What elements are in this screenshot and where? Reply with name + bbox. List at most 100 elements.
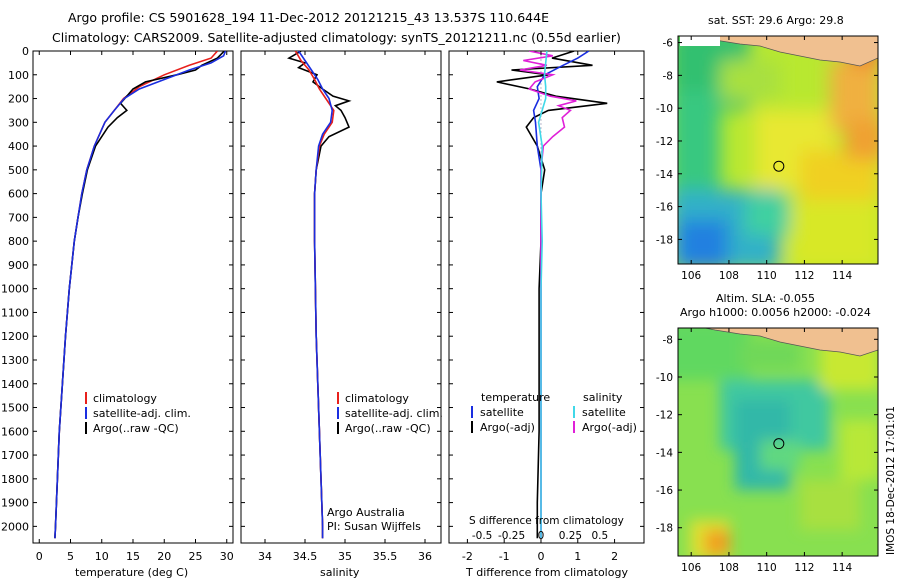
- legend-s-satellite: satellite: [582, 406, 626, 419]
- salinity-axis-label: salinity: [320, 566, 360, 579]
- series-line-s-satellite: [537, 51, 548, 539]
- map-x-tick-label: 106: [681, 562, 701, 574]
- depth-tick-label: 1300: [1, 354, 29, 367]
- map-y-tick-label: -8: [663, 334, 673, 346]
- imos-timestamp: IMOS 18-Dec-2012 17:01:01: [885, 406, 897, 555]
- difference-legend: temperature salinity satellite Argo(-adj…: [471, 391, 637, 434]
- s-difference-ticks: -0.5 -0.25 0 0.25 0.5: [472, 530, 608, 542]
- depth-tick-label: 1900: [1, 497, 29, 510]
- difference-plot-frame: [448, 50, 645, 544]
- x-tick-label: -2: [462, 550, 473, 563]
- temperature-legend: climatology satellite-adj. clim. Argo(..…: [85, 392, 191, 435]
- salinity-plot-frame: [240, 50, 442, 544]
- legend-header-temperature: temperature: [481, 391, 550, 404]
- salinity-series-group: [287, 51, 352, 539]
- depth-tick-label: 1200: [1, 330, 29, 343]
- series-line-climatology: [54, 51, 218, 539]
- x-tick-label: 30: [220, 550, 234, 563]
- depth-tick-label: 1400: [1, 378, 29, 391]
- depth-tick-label: 1600: [1, 425, 29, 438]
- depth-tick-label: 200: [8, 93, 29, 106]
- series-line-argo-raw-qc-: [54, 51, 225, 539]
- map-y-tick-label: -14: [656, 447, 673, 459]
- legend-climatology: climatology: [93, 392, 157, 405]
- series-line-satellite-adj-clim-: [297, 51, 334, 539]
- sla-map-ticks: 106 108 110 112 114 -8 -10 -12 -14 -16 -18: [656, 328, 878, 574]
- x-tick-label: 34: [258, 550, 272, 563]
- sla-argo-position-marker: [773, 438, 785, 450]
- sst-argo-position-marker: [773, 160, 785, 172]
- header-line2: Climatology: CARS2009. Satellite-adjuste…: [52, 30, 621, 45]
- sst-map-ticks: 106 108 110 112 114 -6 -8 -10 -12 -14 -16 -18: [656, 36, 878, 282]
- sla-map-field: [678, 328, 878, 556]
- series-line-argo-raw-qc-: [287, 51, 352, 539]
- s-difference-label: S difference from climatology: [469, 515, 624, 527]
- header-line1: Argo profile: CS 5901628_194 11-Dec-2012…: [68, 10, 549, 25]
- x-tick-label: 25: [189, 550, 203, 563]
- depth-tick-label: 1700: [1, 449, 29, 462]
- depth-tick-label: 100: [8, 69, 29, 82]
- depth-tick-label: 900: [8, 259, 29, 272]
- series-line-t-satellite: [532, 51, 590, 539]
- x-tick-label: 34.5: [293, 550, 318, 563]
- x-tick-label: 36: [418, 550, 432, 563]
- map-x-tick-label: 106: [681, 270, 701, 282]
- map-y-tick-label: -14: [656, 169, 673, 181]
- legend-header-salinity: salinity: [583, 391, 623, 404]
- map-x-tick-label: 110: [757, 270, 777, 282]
- legend-s-argo: Argo(-adj): [582, 421, 637, 434]
- t-difference-axis-label: T difference from climatology: [465, 566, 628, 579]
- depth-tick-label: 1000: [1, 283, 29, 296]
- depth-tick-label: 700: [8, 211, 29, 224]
- map-y-tick-label: -12: [656, 410, 673, 422]
- depth-tick-label: 1800: [1, 473, 29, 486]
- map-x-tick-label: 112: [794, 562, 814, 574]
- map-y-tick-label: -18: [656, 234, 673, 246]
- map-x-tick-label: 110: [757, 562, 777, 574]
- sla-map-frame: [677, 327, 879, 557]
- s-diff-tick-label: -0.5: [472, 530, 493, 542]
- s-diff-tick-label: 0: [538, 530, 545, 542]
- x-tick-label: -1: [499, 550, 510, 563]
- depth-tick-label: 800: [8, 235, 29, 248]
- x-tick-label: 2: [611, 550, 618, 563]
- map-y-tick-label: -10: [656, 372, 673, 384]
- legend-t-satellite: satellite: [480, 406, 524, 419]
- series-line-climatology: [294, 51, 335, 539]
- legend-argo-s: Argo(..raw -QC): [345, 422, 431, 435]
- series-line-t-argo-adj-: [496, 51, 608, 539]
- sst-map-title: sat. SST: 29.6 Argo: 29.8: [708, 14, 844, 27]
- map-x-tick-label: 114: [832, 562, 852, 574]
- map-x-tick-label: 114: [832, 270, 852, 282]
- salinity-legend: climatology satellite-adj. clim. Argo(..…: [337, 392, 443, 435]
- depth-tick-label: 1500: [1, 402, 29, 415]
- map-y-tick-label: -16: [656, 202, 673, 214]
- x-tick-label: 15: [126, 550, 140, 563]
- sst-map-frame: [677, 35, 879, 265]
- depth-tick-label: 500: [8, 164, 29, 177]
- map-y-tick-label: -6: [663, 38, 674, 50]
- axes-group: 0100200300400500600700800900100011001200…: [1, 45, 644, 563]
- s-diff-tick-label: 0.25: [559, 530, 582, 542]
- owner-annotation: Argo Australia: [327, 506, 405, 519]
- series-line-satellite-adj-clim-: [54, 51, 227, 539]
- x-tick-label: 35: [338, 550, 352, 563]
- depth-tick-label: 300: [8, 116, 29, 129]
- x-tick-label: 35.5: [373, 550, 398, 563]
- depth-tick-label: 0: [22, 45, 29, 58]
- temperature-plot-frame: [32, 50, 234, 544]
- temperature-axis-label: temperature (deg C): [75, 566, 188, 579]
- sla-map-subtitle: Argo h1000: 0.0056 h2000: -0.024: [680, 306, 871, 319]
- difference-series-group: [496, 51, 608, 543]
- legend-satellite-adj-s: satellite-adj. clim.: [345, 407, 443, 420]
- map-x-tick-label: 108: [719, 562, 739, 574]
- x-tick-label: 0: [36, 550, 43, 563]
- map-y-tick-label: -8: [663, 70, 673, 82]
- x-tick-label: 0: [537, 550, 544, 563]
- temperature-series-group: [54, 51, 227, 539]
- legend-t-argo: Argo(-adj): [480, 421, 535, 434]
- depth-tick-label: 2000: [1, 520, 29, 533]
- x-tick-label: 5: [67, 550, 74, 563]
- sst-map-field: [678, 36, 878, 264]
